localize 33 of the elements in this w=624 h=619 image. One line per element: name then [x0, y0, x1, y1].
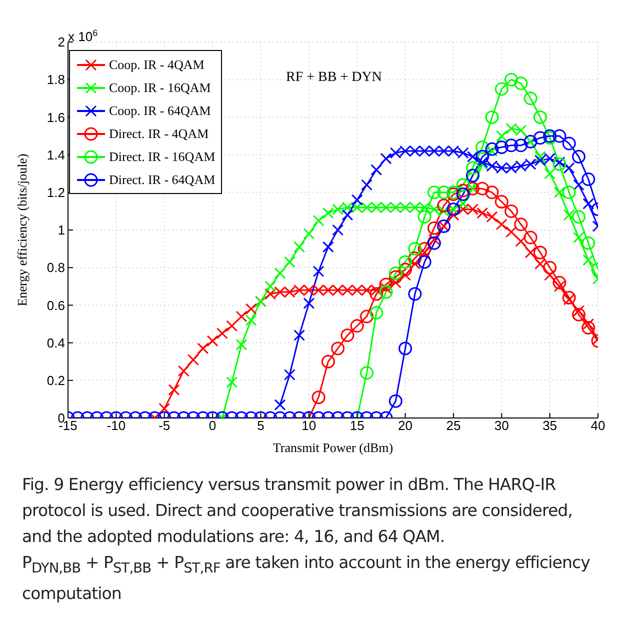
annotation: RF + BB + DYN [286, 70, 382, 85]
y-tick-label: 1.2 [46, 185, 65, 200]
x-tick-label: 30 [494, 418, 509, 434]
text: P$_{DYN,BB}$ + P$_{ST,BB}$ + P$_{ST,RF}$ are taken into account in the energy efficiency computation [22, 553, 590, 604]
y-tick-label: 1 [58, 222, 65, 238]
x-tick-label: 5 [257, 418, 264, 434]
x-tick-label: -10 [106, 418, 126, 434]
legend-label: Direct. IR - 16QAM [109, 148, 216, 164]
x-axis-title: Transmit Power (dBm) [272, 440, 394, 455]
y-tick-label: 1.6 [46, 110, 65, 125]
caption: Fig. 9 Energy efficiency versus transmit power in dBm. The HARQ-IR protocol is used. Direct and cooperative transmissions are considered, and the adopted modulations are: 4, 16, and 64 QAM. [22, 474, 574, 548]
legend-label: Coop. IR - 64QAM [109, 102, 211, 118]
x-tick-label: 10 [302, 418, 316, 434]
y-tick-label: 2 [58, 34, 65, 50]
x-tick-label: 40 [590, 418, 606, 434]
x-tick-label: -5 [158, 418, 170, 434]
y-tick-label: 0.6 [46, 298, 65, 313]
legend-label: Coop. IR - 16QAM [109, 80, 211, 96]
y-tick-label: 0.4 [46, 335, 65, 350]
annotation: x 10$^{6}$ [68, 28, 98, 44]
y-tick-label: 1.8 [46, 72, 65, 88]
x-tick-label: 25 [446, 418, 461, 434]
y-tick-label: 0.8 [46, 260, 65, 276]
legend-label: Direct. IR - 64QAM [109, 172, 216, 188]
y-tick-label: 0.2 [46, 373, 65, 388]
y-axis-title: Energy efficiency (bits/joule) [14, 154, 30, 306]
x-tick-label: 20 [398, 418, 413, 434]
x-tick-label: 35 [542, 418, 558, 434]
y-tick-label: 1.4 [46, 147, 65, 162]
legend-label: Direct. IR - 4QAM [109, 126, 209, 142]
x-tick-label: 0 [208, 418, 216, 434]
x-tick-label: 15 [350, 418, 364, 434]
legend-label: Coop. IR - 4QAM [109, 56, 204, 72]
